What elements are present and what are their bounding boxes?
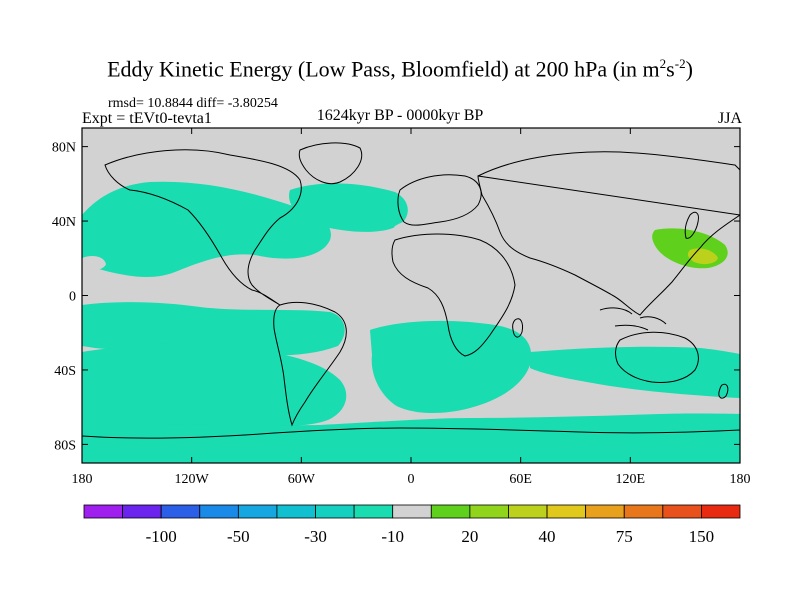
x-axis: 180 120W 60W 0 60E 120E 180 xyxy=(72,128,751,487)
y-tick-label: 80N xyxy=(52,141,76,156)
region-hawaii-spot xyxy=(82,256,106,271)
x-tick-label: 60E xyxy=(509,472,532,487)
colorbar-label: -10 xyxy=(381,527,404,546)
coast-madagascar xyxy=(512,318,523,338)
colorbar-swatch xyxy=(199,504,239,519)
colorbar-label: 40 xyxy=(539,527,556,546)
experiment-label: Expt = tEVt0-tevta1 xyxy=(82,110,212,127)
chart-title: Eddy Kinetic Energy (Low Pass, Bloomfiel… xyxy=(107,56,693,82)
x-tick-label: 120W xyxy=(175,472,210,487)
colorbar-swatch xyxy=(662,504,702,519)
stats-label: rmsd= 10.8844 diff= -3.80254 xyxy=(108,96,278,111)
colorbar-swatch xyxy=(315,504,355,519)
colorbar-swatch xyxy=(237,504,278,519)
colorbar-label: 20 xyxy=(461,527,478,546)
x-tick-label: 0 xyxy=(408,472,415,487)
colorbar-swatch xyxy=(83,504,123,519)
coast-south-america xyxy=(273,301,347,427)
coastlines xyxy=(82,142,740,439)
x-tick-label: 180 xyxy=(730,472,751,487)
coast-indonesia xyxy=(599,307,667,331)
y-tick-label: 80S xyxy=(54,438,76,453)
colorbar-swatch xyxy=(469,504,509,519)
period-label: 1624kyr BP - 0000kyr BP xyxy=(316,107,484,124)
y-tick-label: 40N xyxy=(52,215,76,230)
region-south-pacific xyxy=(82,343,347,431)
colorbar-swatch xyxy=(585,504,625,519)
region-arabian-spot xyxy=(499,293,518,306)
colorbar-label: 150 xyxy=(689,527,715,546)
y-tick-label: 0 xyxy=(69,290,76,305)
region-south-atlantic xyxy=(370,320,532,414)
region-tropical-pacific xyxy=(82,302,345,356)
colorbar-label: -50 xyxy=(227,527,250,546)
colorbar-swatch xyxy=(160,504,201,519)
region-antarctic-belt xyxy=(82,413,740,463)
x-tick-label: 120E xyxy=(616,472,646,487)
coast-europe xyxy=(397,174,482,226)
region-north-pacific-east xyxy=(82,181,331,277)
season-label: JJA xyxy=(717,110,742,127)
region-tropical-atlantic-spot xyxy=(369,293,394,307)
x-tick-label: 180 xyxy=(72,472,93,487)
x-tick-label: 60W xyxy=(288,472,316,487)
coast-new-zealand xyxy=(718,383,729,399)
colorbar-label: -30 xyxy=(304,527,327,546)
colorbar-swatch xyxy=(392,504,432,519)
coast-japan xyxy=(684,211,699,239)
y-axis: 80N 40N 0 40S 80S xyxy=(52,141,740,453)
coast-africa xyxy=(391,233,516,357)
coast-antarctica xyxy=(82,427,740,439)
colorbar-swatch xyxy=(430,504,471,519)
coast-greenland xyxy=(298,142,363,185)
region-north-atlantic xyxy=(289,183,408,232)
colorbar-swatch xyxy=(276,504,316,519)
y-tick-label: 40S xyxy=(54,364,76,379)
colorbar-label: -100 xyxy=(146,527,177,546)
colorbar-swatch xyxy=(353,504,394,519)
colorbar-swatch xyxy=(122,504,162,519)
coast-australia xyxy=(615,331,699,383)
colorbar-label: 75 xyxy=(616,527,633,546)
colorbar-swatch xyxy=(546,504,587,519)
coast-asia xyxy=(477,151,740,316)
colorbar-swatch xyxy=(508,504,548,519)
coast-north-america xyxy=(104,149,302,306)
colorbar-swatch xyxy=(701,504,741,519)
colorbar-swatch xyxy=(623,504,664,519)
region-southern-ocean-australia xyxy=(603,352,700,385)
colorbar: -100 -50 -30 -10 20 40 75 150 xyxy=(83,504,741,546)
contour-regions xyxy=(82,162,740,463)
